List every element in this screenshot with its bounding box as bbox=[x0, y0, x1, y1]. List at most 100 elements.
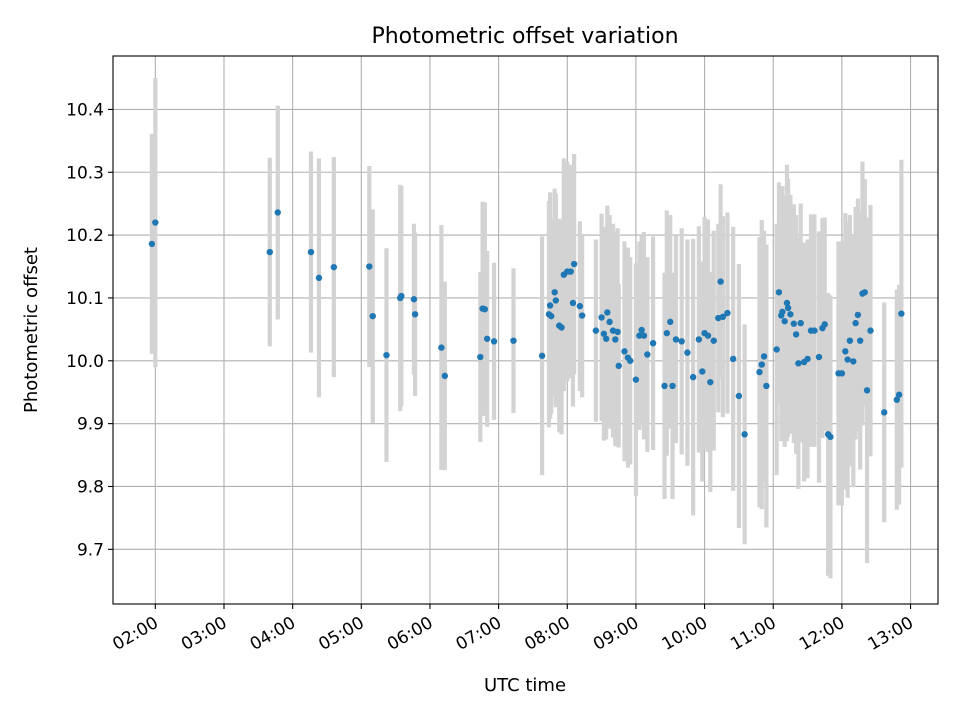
data-point bbox=[558, 324, 565, 331]
data-point bbox=[863, 387, 871, 394]
data-point bbox=[804, 355, 811, 363]
data-point bbox=[784, 304, 792, 312]
data-point bbox=[787, 311, 794, 318]
data-point bbox=[846, 337, 854, 344]
data-point bbox=[689, 373, 697, 381]
data-point bbox=[614, 328, 621, 336]
y-tick-label: 9.8 bbox=[77, 477, 104, 497]
data-points bbox=[148, 209, 905, 441]
data-point bbox=[600, 330, 608, 337]
data-point bbox=[410, 296, 418, 303]
data-point bbox=[741, 431, 748, 438]
data-point bbox=[821, 321, 828, 328]
data-point bbox=[827, 433, 834, 441]
data-point bbox=[815, 353, 823, 361]
data-point bbox=[724, 309, 731, 317]
data-point bbox=[632, 376, 640, 383]
data-point bbox=[640, 332, 648, 339]
data-point bbox=[758, 361, 765, 368]
data-point bbox=[775, 289, 783, 296]
data-point bbox=[366, 263, 373, 270]
data-point bbox=[678, 338, 685, 345]
data-point bbox=[578, 312, 586, 319]
data-point bbox=[850, 358, 857, 365]
data-point bbox=[483, 335, 491, 342]
data-point bbox=[621, 348, 628, 355]
data-point bbox=[811, 327, 818, 334]
data-point bbox=[783, 299, 791, 307]
data-point bbox=[760, 353, 768, 360]
data-point bbox=[649, 339, 657, 347]
data-point bbox=[756, 368, 763, 376]
data-point bbox=[644, 351, 651, 358]
data-point bbox=[852, 319, 859, 327]
data-point bbox=[856, 337, 864, 344]
data-point bbox=[661, 382, 668, 390]
data-point bbox=[854, 311, 862, 319]
data-point bbox=[895, 391, 903, 398]
data-point bbox=[699, 368, 706, 375]
data-point bbox=[606, 318, 613, 326]
data-point bbox=[592, 327, 600, 334]
data-point bbox=[538, 352, 546, 359]
data-point bbox=[477, 353, 484, 361]
data-point bbox=[148, 240, 156, 248]
data-point bbox=[684, 349, 691, 356]
data-point bbox=[383, 351, 390, 359]
y-tick-label: 10.3 bbox=[66, 163, 104, 183]
data-point bbox=[510, 337, 517, 344]
data-point bbox=[266, 248, 273, 256]
y-tick-label: 10.2 bbox=[66, 226, 104, 246]
data-point bbox=[602, 335, 610, 342]
data-point bbox=[598, 314, 605, 321]
data-point bbox=[704, 332, 712, 339]
data-point bbox=[792, 331, 800, 338]
data-point bbox=[763, 382, 770, 390]
data-point bbox=[546, 302, 554, 309]
y-axis-label: Photometric offset bbox=[21, 247, 42, 413]
plot-frame bbox=[112, 55, 939, 605]
data-point bbox=[441, 372, 449, 380]
y-tick-label: 9.7 bbox=[77, 540, 104, 560]
data-point bbox=[893, 396, 901, 403]
data-point bbox=[570, 260, 578, 268]
data-point bbox=[548, 312, 555, 320]
data-point bbox=[330, 263, 338, 271]
data-point bbox=[790, 320, 798, 327]
x-axis-label: UTC time bbox=[484, 675, 566, 696]
data-point bbox=[881, 409, 888, 416]
data-point bbox=[842, 348, 849, 355]
data-point bbox=[612, 336, 619, 343]
data-point bbox=[735, 392, 743, 400]
data-point bbox=[552, 297, 560, 304]
chart-title: Photometric offset variation bbox=[371, 24, 678, 49]
data-point bbox=[411, 311, 419, 318]
data-point bbox=[898, 310, 905, 317]
data-point bbox=[438, 344, 445, 351]
data-point bbox=[669, 382, 676, 390]
data-point bbox=[838, 370, 846, 377]
data-point bbox=[672, 336, 680, 343]
data-point bbox=[369, 312, 376, 320]
data-point bbox=[707, 378, 714, 386]
data-point bbox=[663, 329, 671, 337]
data-point bbox=[779, 308, 786, 315]
data-point bbox=[626, 357, 634, 364]
data-point bbox=[861, 289, 868, 296]
data-point bbox=[667, 318, 674, 326]
data-point bbox=[773, 346, 780, 353]
data-point bbox=[615, 362, 622, 370]
data-point bbox=[781, 318, 788, 325]
data-point bbox=[636, 332, 643, 339]
data-point bbox=[604, 309, 611, 316]
data-point bbox=[398, 292, 405, 300]
data-point bbox=[481, 306, 489, 313]
y-tick-label: 10.4 bbox=[66, 100, 104, 120]
y-tick-label: 10.0 bbox=[66, 352, 104, 372]
y-axis: 9.7 9.8 9.9 10.0 10.1 10.2 10.3 10.4 bbox=[66, 100, 113, 560]
data-point bbox=[695, 336, 703, 343]
data-point bbox=[152, 219, 159, 226]
data-point bbox=[274, 209, 281, 216]
data-point bbox=[551, 289, 558, 296]
